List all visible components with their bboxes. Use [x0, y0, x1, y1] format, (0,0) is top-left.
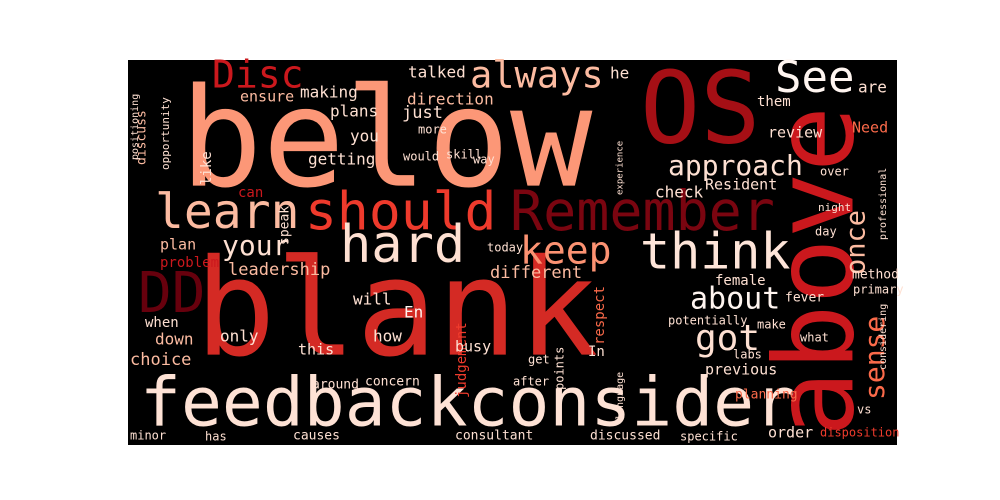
word: order [768, 424, 813, 442]
word: just [402, 103, 443, 123]
word: plans [330, 102, 378, 121]
word: only [220, 327, 259, 346]
word: DD [138, 261, 205, 326]
word: busy [455, 338, 491, 356]
word: considering [878, 304, 889, 370]
word: discuss [135, 110, 150, 165]
word: sense [858, 316, 891, 400]
word: would [403, 150, 439, 164]
word: day [815, 225, 837, 239]
word: got [695, 318, 760, 359]
word: always [470, 54, 604, 97]
word: opportunity [159, 97, 172, 170]
word: labs [733, 348, 762, 362]
word: Remember [510, 179, 775, 243]
word: experience [616, 141, 626, 195]
word: planning [735, 388, 798, 403]
word: above [750, 106, 878, 437]
word: how [373, 327, 402, 346]
word: causes [293, 429, 340, 444]
word: hard [340, 215, 465, 275]
word: plan [160, 236, 196, 254]
word: getting [308, 150, 375, 169]
word: concern [365, 375, 420, 390]
word: ensure [240, 88, 294, 106]
word: around [312, 378, 359, 393]
word: different [490, 263, 582, 283]
word: choice [130, 350, 191, 370]
word: about [690, 282, 780, 317]
word: over [820, 165, 849, 179]
word: way [473, 153, 495, 167]
word: once [841, 210, 872, 275]
word: when [145, 315, 179, 331]
word: blank [195, 231, 598, 387]
word: previous [705, 361, 777, 379]
word: positioning [130, 94, 141, 160]
word: down [155, 330, 194, 349]
word: direction [407, 90, 494, 109]
word: respect [592, 286, 608, 345]
word: your [222, 229, 289, 262]
word: OS [640, 49, 760, 166]
word: review [768, 124, 823, 142]
word: Disc [212, 53, 304, 97]
word: today [487, 241, 523, 255]
word: talked [408, 63, 466, 82]
word: disposition [820, 426, 899, 440]
word: making [300, 83, 358, 102]
word: primary [853, 283, 904, 297]
word: more [418, 123, 447, 137]
word: leadership [228, 260, 330, 280]
word: points [553, 347, 567, 390]
word: has [205, 430, 227, 444]
word: get [528, 353, 550, 367]
word: language [615, 372, 626, 420]
word: problem [160, 255, 219, 271]
word-cloud-background [128, 60, 897, 445]
word: below [180, 60, 593, 219]
word: See [775, 52, 854, 103]
word: discussed [590, 429, 660, 444]
word: judgement [454, 322, 470, 398]
word: En [404, 303, 423, 322]
word: method [852, 268, 899, 283]
word: potentially [668, 314, 747, 328]
word: Need [852, 119, 888, 137]
word: vs [857, 403, 871, 417]
word: this [298, 341, 334, 359]
word: Resident [705, 176, 777, 194]
word: speak [278, 206, 293, 245]
word: minor [130, 429, 166, 443]
word: female [715, 273, 766, 289]
word: think [640, 223, 791, 281]
word: keep [520, 229, 612, 273]
word: specific [680, 430, 738, 444]
word: should [305, 182, 496, 243]
word: learn [155, 184, 300, 240]
word: what [800, 331, 829, 345]
word: after [513, 375, 549, 389]
word: make [757, 318, 786, 332]
word: like [199, 151, 215, 185]
word: check [655, 183, 704, 202]
word: skill [446, 148, 482, 162]
word: will [353, 290, 392, 309]
word: approach [668, 149, 803, 182]
word: In [588, 344, 605, 360]
word: them [757, 94, 791, 110]
word: feedbackconsider [140, 364, 795, 443]
word: consultant [455, 429, 533, 444]
word: can [238, 185, 263, 201]
word: night [818, 201, 851, 214]
word: you [350, 127, 379, 146]
word: are [858, 78, 887, 97]
word: professional [878, 168, 889, 240]
word: fever [785, 291, 824, 306]
word: he [610, 64, 629, 83]
